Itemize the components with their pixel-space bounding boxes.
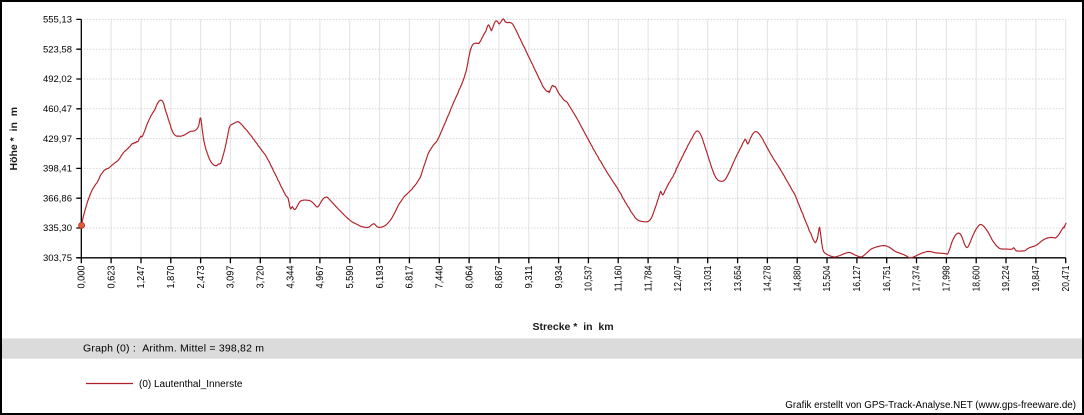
svg-text:1,247: 1,247 (136, 265, 147, 288)
svg-text:11,784: 11,784 (643, 265, 654, 291)
svg-text:Strecke * in km: Strecke * in km (532, 321, 613, 333)
svg-text:5,590: 5,590 (345, 265, 356, 288)
svg-text:19,224: 19,224 (1001, 265, 1012, 291)
svg-text:Graph (0) : Arithm. Mittel =: Graph (0) : Arithm. Mittel = 398,82 m (83, 343, 264, 355)
svg-text:18,600: 18,600 (971, 265, 982, 291)
svg-text:9,934: 9,934 (554, 265, 565, 288)
svg-text:17,998: 17,998 (942, 265, 953, 291)
svg-text:14,278: 14,278 (763, 265, 774, 291)
svg-text:523,58: 523,58 (43, 44, 72, 55)
svg-text:3,720: 3,720 (256, 265, 267, 288)
svg-text:460,47: 460,47 (43, 104, 72, 115)
svg-text:1,870: 1,870 (166, 265, 177, 288)
svg-text:8,064: 8,064 (464, 265, 475, 288)
svg-text:492,02: 492,02 (43, 74, 72, 85)
svg-text:13,654: 13,654 (733, 265, 744, 291)
svg-text:19,847: 19,847 (1031, 265, 1042, 291)
svg-text:14,880: 14,880 (792, 265, 803, 291)
svg-text:13,031: 13,031 (703, 265, 714, 291)
svg-text:6,817: 6,817 (405, 265, 416, 288)
svg-text:17,374: 17,374 (912, 265, 923, 291)
svg-text:9,311: 9,311 (524, 265, 535, 288)
svg-text:366,86: 366,86 (43, 193, 72, 204)
svg-text:0,623: 0,623 (106, 265, 117, 288)
svg-text:8,687: 8,687 (494, 265, 505, 288)
svg-text:429,97: 429,97 (43, 134, 72, 145)
svg-text:303,75: 303,75 (43, 253, 72, 264)
svg-text:15,504: 15,504 (822, 265, 833, 291)
svg-text:6,193: 6,193 (375, 265, 386, 288)
svg-text:11,160: 11,160 (613, 265, 624, 291)
svg-text:4,967: 4,967 (315, 265, 326, 288)
svg-text:0,000: 0,000 (77, 265, 88, 288)
svg-text:3,097: 3,097 (226, 265, 237, 288)
svg-text:4,344: 4,344 (285, 265, 296, 288)
svg-text:7,440: 7,440 (435, 265, 446, 288)
svg-text:398,41: 398,41 (43, 164, 72, 175)
svg-text:10,537: 10,537 (584, 265, 595, 291)
svg-text:(0) Lautenthal_Innerste: (0) Lautenthal_Innerste (139, 379, 243, 390)
svg-text:20,471: 20,471 (1061, 265, 1072, 291)
svg-text:555,13: 555,13 (43, 15, 72, 26)
svg-text:Höhe * in m: Höhe * in m (8, 107, 20, 171)
svg-text:16,127: 16,127 (852, 265, 863, 291)
svg-text:2,473: 2,473 (196, 265, 207, 288)
svg-text:335,30: 335,30 (43, 223, 72, 234)
svg-text:12,407: 12,407 (673, 265, 684, 291)
svg-text:Grafik erstellt von GPS-Track-: Grafik erstellt von GPS-Track-Analyse.NE… (785, 400, 1076, 411)
svg-text:16,751: 16,751 (882, 265, 893, 291)
